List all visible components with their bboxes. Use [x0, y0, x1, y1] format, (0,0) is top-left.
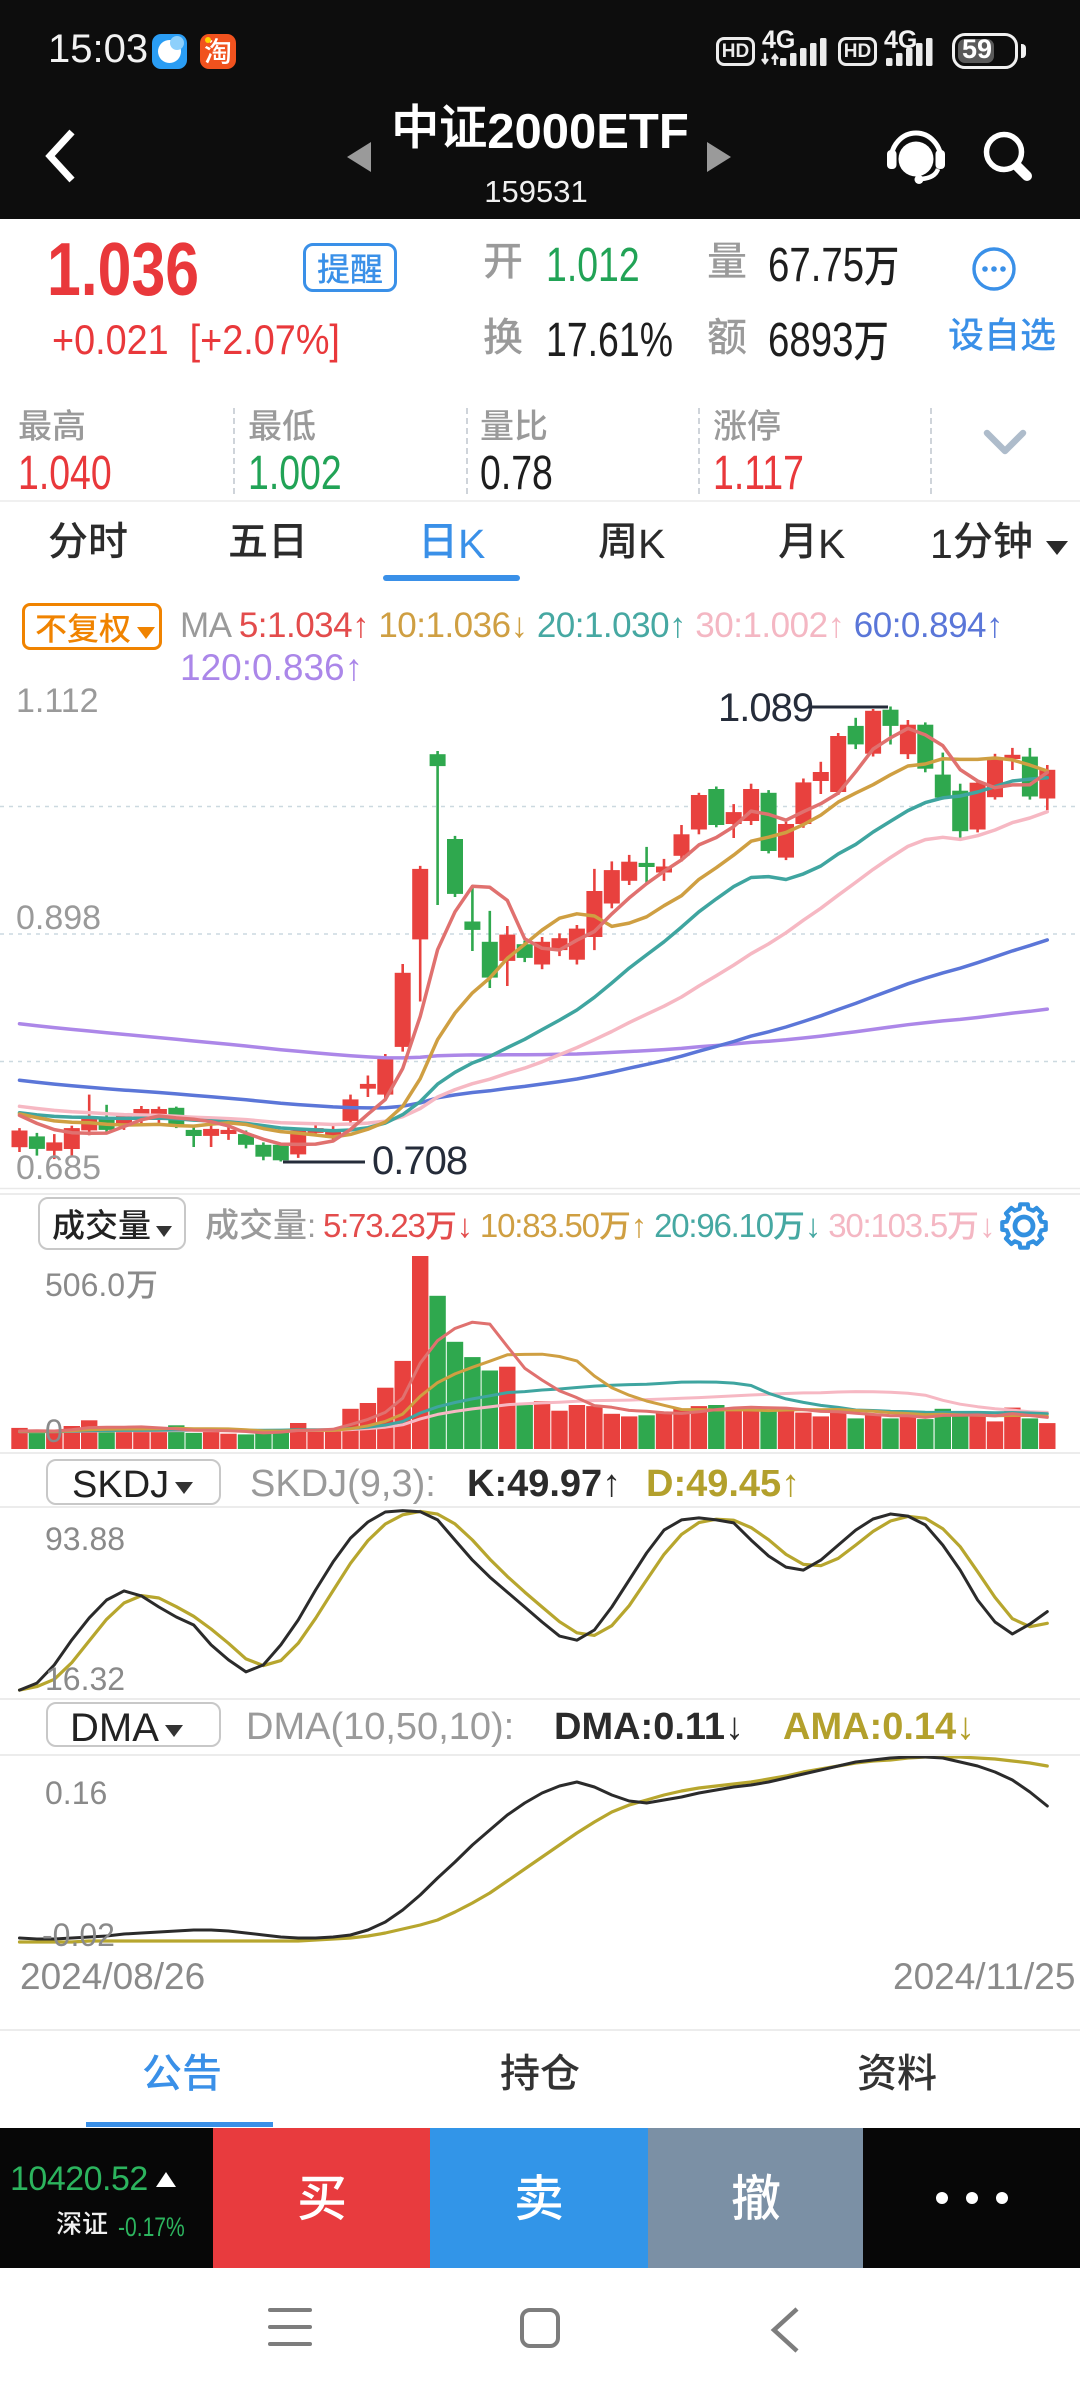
svg-text:93.88: 93.88	[45, 1521, 125, 1557]
svg-text:0: 0	[45, 1413, 63, 1449]
svg-text:1.089: 1.089	[718, 686, 813, 730]
svg-text:0.16: 0.16	[45, 1775, 107, 1811]
svg-text:0.898: 0.898	[16, 899, 101, 937]
svg-text:1.112: 1.112	[16, 682, 99, 720]
svg-text:506.0: 506.0	[45, 1267, 125, 1303]
svg-text:0.708: 0.708	[372, 1139, 467, 1183]
svg-text:0.685: 0.685	[16, 1149, 101, 1187]
svg-text:16.32: 16.32	[45, 1661, 125, 1697]
svg-text:-0.02: -0.02	[42, 1917, 115, 1953]
